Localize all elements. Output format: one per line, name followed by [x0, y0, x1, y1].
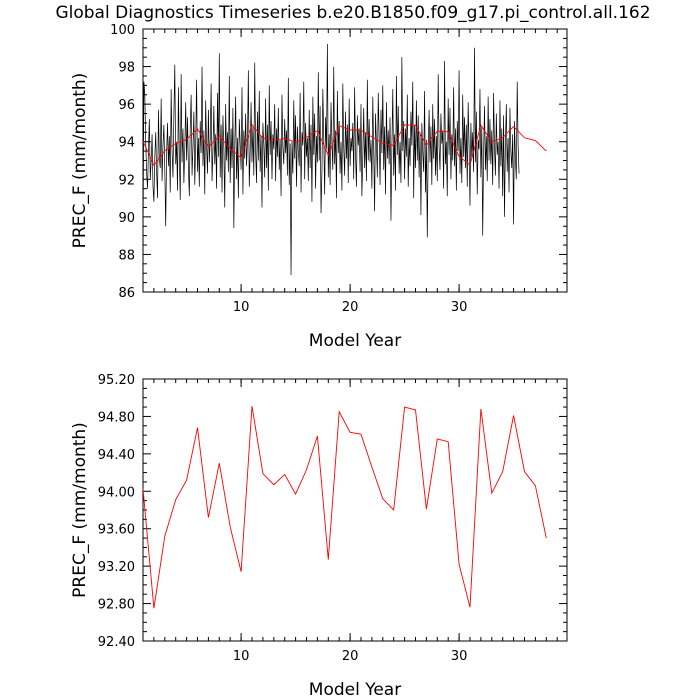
series-line-monthly [143, 44, 520, 276]
x-axis-label: Model Year [309, 680, 401, 700]
x-tick-label: 30 [451, 649, 468, 664]
y-tick-label: 92 [118, 173, 135, 188]
y-tick-label: 94.80 [98, 410, 135, 425]
series-line-annual [143, 123, 547, 167]
y-tick-label: 93.60 [98, 523, 135, 538]
plot-frame [142, 378, 568, 642]
y-axis-label: PREC_F (mm/month) [70, 73, 90, 249]
y-tick-label: 92.80 [98, 598, 135, 613]
y-tick-label: 94.40 [98, 448, 135, 463]
y-tick-label: 100 [110, 23, 135, 38]
y-tick-label: 90 [118, 211, 135, 226]
x-tick-label: 10 [233, 300, 250, 315]
y-axis-label: PREC_F (mm/month) [70, 422, 90, 598]
x-axis-label: Model Year [309, 331, 401, 351]
x-tick-label: 10 [233, 649, 250, 664]
x-tick-label: 20 [342, 649, 359, 664]
y-tick-label: 94 [118, 136, 135, 151]
panel-monthly-and-annual: 86 88 90 92 94 96 98 100 10 20 30 Model Year PREC_F … [70, 23, 568, 351]
y-tick-label: 94.00 [98, 485, 135, 500]
y-tick-label: 88 [118, 248, 135, 263]
figure-title: Global Diagnostics Timeseries b.e20.B185… [55, 3, 650, 23]
y-tick-label: 93.20 [98, 560, 135, 575]
y-tick-label: 92.40 [98, 635, 135, 650]
panel-annual: 92.40 92.80 93.20 93.60 94.00 94.40 94.80 95.20… [70, 373, 568, 700]
y-tick-label: 95.20 [98, 373, 135, 388]
x-tick-label: 30 [451, 300, 468, 315]
series-line-annual [143, 406, 547, 609]
y-tick-label: 96 [118, 98, 135, 113]
x-tick-label: 20 [342, 300, 359, 315]
y-tick-label: 86 [118, 286, 135, 301]
y-tick-label: 98 [118, 61, 135, 76]
